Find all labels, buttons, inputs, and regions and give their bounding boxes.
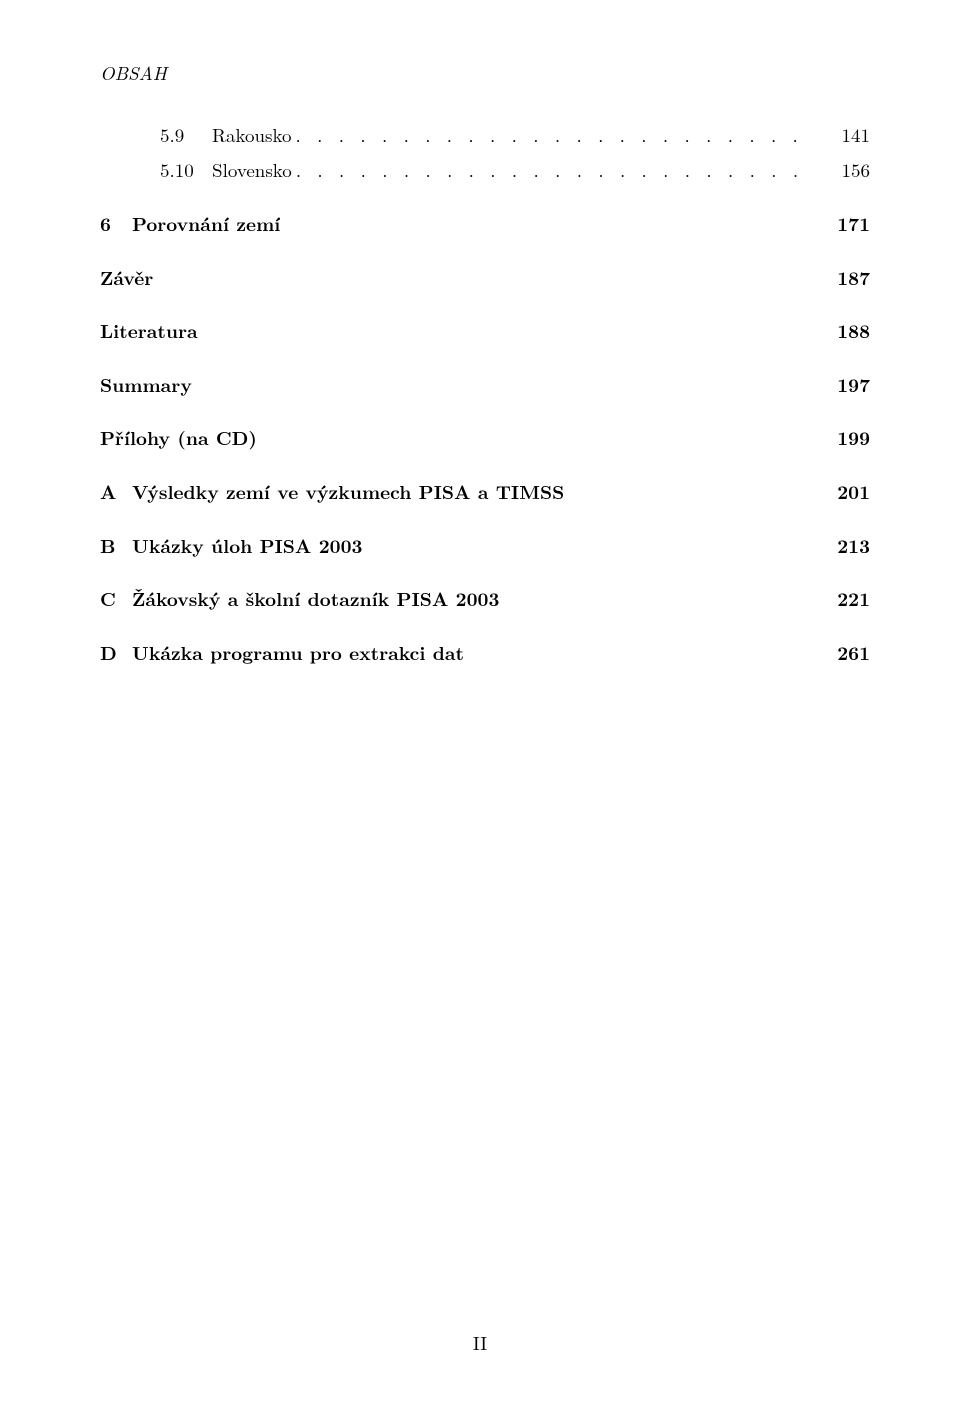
toc-subentry-page: 156 (818, 157, 870, 183)
toc-chapter-page: 188 (818, 318, 870, 344)
toc-chapter-page: 201 (818, 479, 870, 505)
toc-subentry-number: 5.10 (160, 157, 212, 183)
toc-chapter: Literatura 188 (100, 318, 870, 344)
page-number: II (0, 1330, 960, 1356)
toc-chapter: 6 Porovnání zemí 171 (100, 211, 870, 237)
toc-chapter: A Výsledky zemí ve výzkumech PISA a TIMS… (100, 479, 870, 505)
toc-chapter-number: B (100, 533, 132, 559)
toc-subentry: 5.9 Rakousko 141 (100, 122, 870, 148)
toc-chapter: Závěr 187 (100, 265, 870, 291)
toc-chapter-page: 261 (818, 640, 870, 666)
toc-subentry-page: 141 (818, 122, 870, 148)
toc-chapter-label: Výsledky zemí ve výzkumech PISA a TIMSS (132, 479, 564, 505)
toc-chapter: Summary 197 (100, 372, 870, 398)
toc-dot-leader (296, 157, 814, 183)
toc-chapter-number: 6 (100, 211, 132, 237)
toc-chapter-label: Porovnání zemí (132, 211, 280, 237)
running-head: OBSAH (100, 60, 870, 86)
toc-chapter-page: 199 (818, 425, 870, 451)
toc-chapter: D Ukázka programu pro extrakci dat 261 (100, 640, 870, 666)
toc-chapter-label: Literatura (100, 318, 198, 344)
toc-chapter: C Žákovský a školní dotazník PISA 2003 2… (100, 586, 870, 612)
toc-chapter-page: 213 (818, 533, 870, 559)
toc-subentry-label: Slovensko (212, 157, 292, 183)
page: OBSAH 5.9 Rakousko 141 5.10 Slovensko 15… (0, 0, 960, 1416)
toc-chapter-label: Žákovský a školní dotazník PISA 2003 (132, 586, 499, 612)
toc-chapter-page: 171 (818, 211, 870, 237)
toc-chapter-number: C (100, 586, 132, 612)
toc-subentry-label: Rakousko (212, 122, 292, 148)
toc-dot-leader (296, 122, 814, 148)
toc-chapter-number: A (100, 479, 132, 505)
toc-subentry: 5.10 Slovensko 156 (100, 157, 870, 183)
toc-chapter-number: D (100, 640, 132, 666)
toc-chapter-label: Přílohy (na CD) (100, 425, 257, 451)
toc-chapter: B Ukázky úloh PISA 2003 213 (100, 533, 870, 559)
toc-chapter-label: Závěr (100, 265, 153, 291)
toc-chapter-label: Summary (100, 372, 192, 398)
toc-chapter-page: 187 (818, 265, 870, 291)
toc-chapter-page: 197 (818, 372, 870, 398)
toc-chapter-label: Ukázka programu pro extrakci dat (132, 640, 464, 666)
toc-subentry-number: 5.9 (160, 122, 212, 148)
toc-chapter-label: Ukázky úloh PISA 2003 (132, 533, 362, 559)
toc-chapter-page: 221 (818, 586, 870, 612)
toc-chapter: Přílohy (na CD) 199 (100, 425, 870, 451)
